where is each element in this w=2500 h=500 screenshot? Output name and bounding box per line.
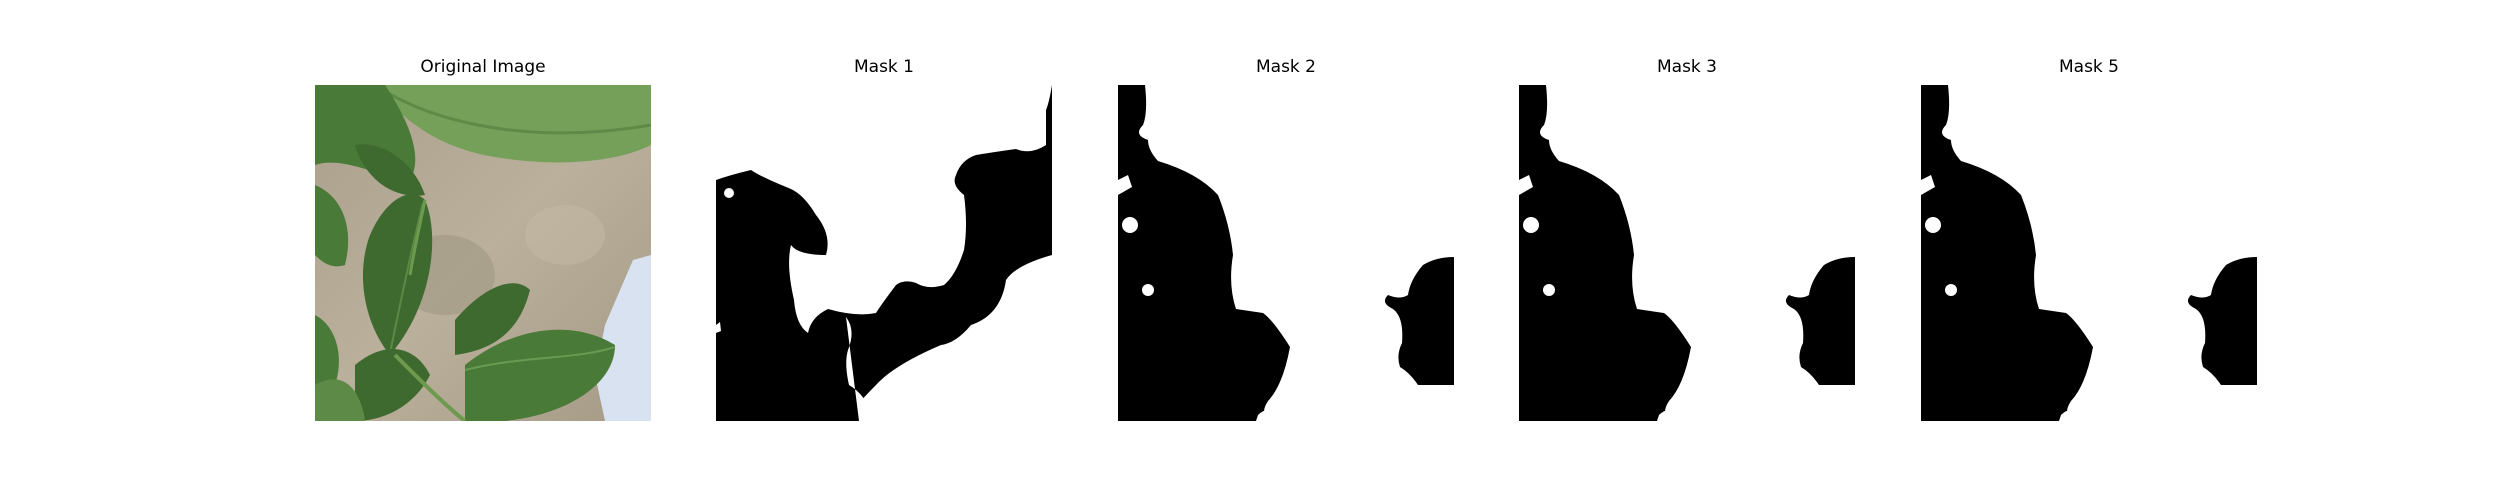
stem: [393, 353, 467, 421]
mask-2-image: [1118, 85, 1454, 421]
plant-photo: [315, 85, 651, 421]
panel-title: Mask 5: [2058, 57, 2119, 77]
original-photo: [315, 85, 651, 421]
mask-1-region-right: [859, 255, 1052, 421]
right-leaf: [455, 283, 530, 355]
bottom-left-leaf: [355, 348, 430, 421]
mask-5-foreground: [1942, 85, 2257, 421]
mask-1: [716, 85, 1052, 421]
mask-3-foreground: [1540, 85, 1855, 421]
panel-title: Original Image: [420, 57, 546, 77]
panel-mask-1: Mask 1: [716, 0, 1052, 500]
mask-5-image: [1921, 85, 2257, 421]
mask-5: [1921, 85, 2257, 421]
mask-2: [1118, 85, 1454, 421]
panel-title: Mask 3: [1656, 57, 1717, 77]
top-leaf: [375, 85, 651, 163]
mask-3-image: [1519, 85, 1855, 421]
panel-mask-5: Mask 5: [1921, 0, 2257, 500]
mask-1-image: [716, 85, 1052, 421]
bottom-right-leaf: [465, 329, 615, 421]
panel-original-image: Original Image: [315, 0, 651, 500]
panel-title: Mask 2: [1255, 57, 1316, 77]
panel-mask-2: Mask 2: [1118, 0, 1454, 500]
panel-mask-3: Mask 3: [1519, 0, 1855, 500]
mask-1-region-top: [716, 85, 1052, 333]
mask-3: [1519, 85, 1855, 421]
mask-2-foreground: [1139, 85, 1454, 421]
panel-title: Mask 1: [853, 57, 914, 77]
white-container: [595, 255, 651, 421]
